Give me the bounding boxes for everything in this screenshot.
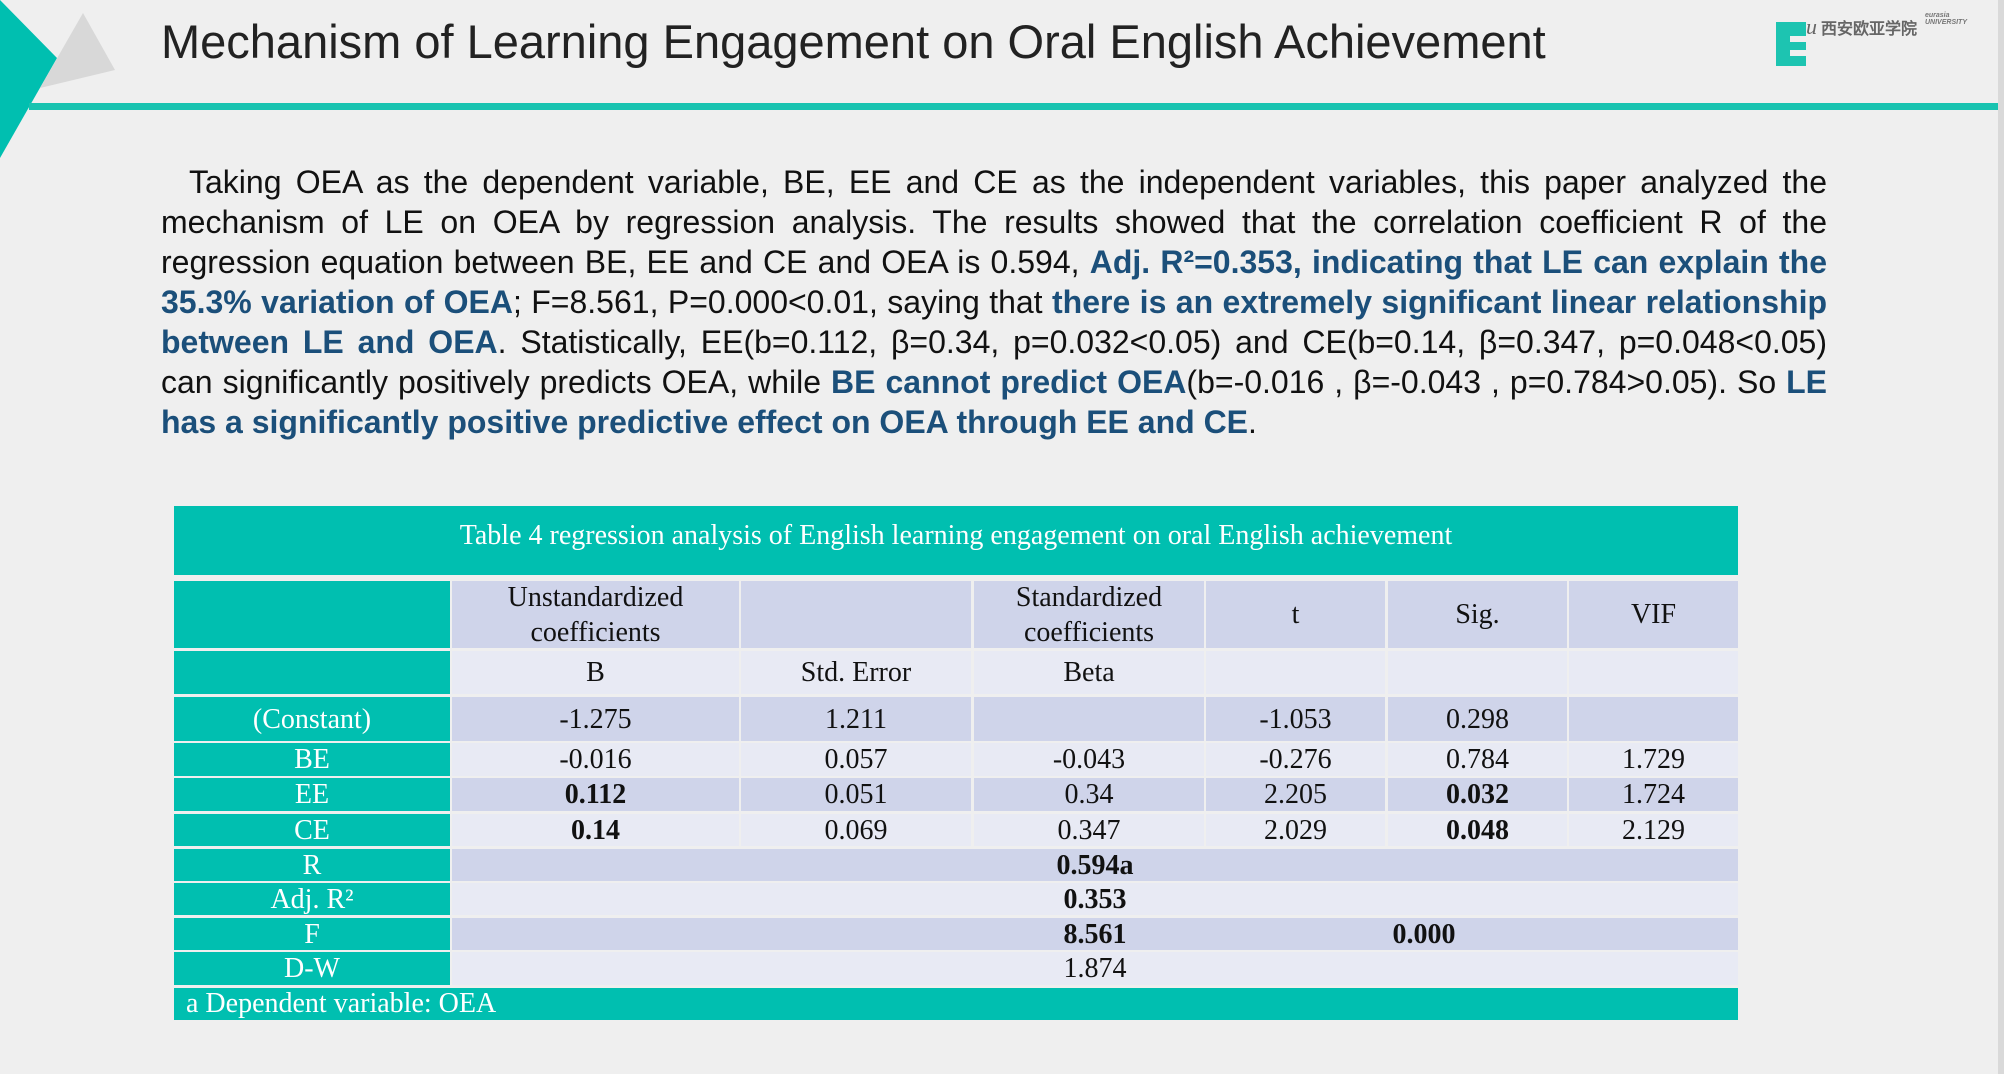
summary-label: F	[174, 918, 450, 950]
table-cell: -0.016	[452, 743, 739, 776]
teal-triangle-shape	[0, 0, 57, 158]
header-cell	[741, 581, 971, 648]
header-cell: VIF	[1569, 581, 1738, 648]
summary-label: Adj. R²	[174, 883, 450, 915]
logo-english-bottom: UNIVERSITY	[1925, 19, 1968, 26]
logo-e-icon	[1776, 22, 1806, 66]
table-cell	[974, 697, 1204, 741]
table-cell: 1.211	[741, 697, 971, 741]
row-label: CE	[174, 814, 450, 846]
table-cell: 0.057	[741, 743, 971, 776]
header-cell	[174, 581, 450, 648]
highlighted-text: there is an extremely significant linear…	[161, 284, 1828, 360]
subheader-cell	[1388, 651, 1567, 694]
subheader-cell: Beta	[974, 651, 1204, 694]
header-cell: Standardized coefficients	[974, 581, 1204, 648]
header-cell: Sig.	[1388, 581, 1567, 648]
body-text: . Statistically, EE(b=0.112, β=0.34, p=0…	[161, 324, 1827, 400]
corner-decoration	[0, 0, 115, 158]
slide-title: Mechanism of Learning Engagement on Oral…	[161, 15, 1546, 68]
subheader-cell: Std. Error	[741, 651, 971, 694]
summary-value: 0.353	[452, 883, 1738, 915]
university-logo-text: u 西安欧亚学院	[1806, 14, 1917, 40]
header-cell: Unstandardized coefficients	[452, 581, 739, 648]
table-caption: Table 4 regression analysis of English l…	[174, 506, 1738, 575]
table-cell: 0.34	[974, 778, 1204, 811]
summary-label: D-W	[174, 952, 450, 985]
table-cell: 2.029	[1206, 814, 1385, 846]
table-cell: 0.112	[452, 778, 739, 811]
table-cell: -1.053	[1206, 697, 1385, 741]
table-cell: 0.048	[1388, 814, 1567, 846]
logo-chinese: 西安欧亚学院	[1821, 21, 1918, 38]
subheader-cell	[1569, 651, 1738, 694]
body-text: .	[1248, 404, 1257, 440]
table-cell: 2.129	[1569, 814, 1738, 846]
table-cell: 0.051	[741, 778, 971, 811]
subheader-cell	[174, 651, 450, 694]
table-cell: 0.069	[741, 814, 971, 846]
highlighted-text: BE cannot predict OEA	[831, 364, 1187, 400]
table-cell: -1.275	[452, 697, 739, 741]
summary-significance: 0.000	[1392, 918, 1456, 950]
table-cell: 0.784	[1388, 743, 1567, 776]
logo-english-top: eurasia	[1925, 12, 1950, 19]
table-cell: -0.276	[1206, 743, 1385, 776]
logo-english: eurasia UNIVERSITY	[1925, 12, 1967, 26]
summary-value: 1.874	[452, 952, 1738, 985]
row-label: (Constant)	[174, 697, 450, 741]
summary-value: 8.561	[452, 918, 1738, 950]
body-text: ; F=8.561, P=0.000<0.01, saying that	[512, 284, 1052, 320]
table-cell: 0.298	[1388, 697, 1567, 741]
summary-value: 0.594a	[452, 849, 1738, 881]
table-cell: -0.043	[974, 743, 1204, 776]
table-cell: 0.14	[452, 814, 739, 846]
highlighted-text: Adj. R²=0.353, indicating that LE can ex…	[161, 244, 1828, 320]
summary-label: R	[174, 849, 450, 881]
row-label: BE	[174, 743, 450, 776]
title-divider	[29, 103, 1998, 110]
subheader-cell: B	[452, 651, 739, 694]
highlighted-text: LE has a significantly positive predicti…	[161, 364, 1828, 440]
row-label: EE	[174, 778, 450, 811]
body-text: Taking OEA as the dependent variable, BE…	[161, 164, 1827, 280]
header-cell: t	[1206, 581, 1385, 648]
logo-script: u	[1806, 14, 1817, 39]
table-cell: 0.032	[1388, 778, 1567, 811]
body-paragraph: Taking OEA as the dependent variable, BE…	[161, 162, 1827, 442]
table-footnote: a Dependent variable: OEA	[174, 988, 1738, 1020]
table-cell: 0.347	[974, 814, 1204, 846]
table-cell: 1.724	[1569, 778, 1738, 811]
table-cell: 2.205	[1206, 778, 1385, 811]
table-cell	[1569, 697, 1738, 741]
subheader-cell	[1206, 651, 1385, 694]
table-cell: 1.729	[1569, 743, 1738, 776]
slide-edge	[1998, 0, 2004, 1074]
body-text: (b=-0.016 , β=-0.043 , p=0.784>0.05). So	[1186, 364, 1787, 400]
gray-triangle-shape	[40, 13, 115, 88]
